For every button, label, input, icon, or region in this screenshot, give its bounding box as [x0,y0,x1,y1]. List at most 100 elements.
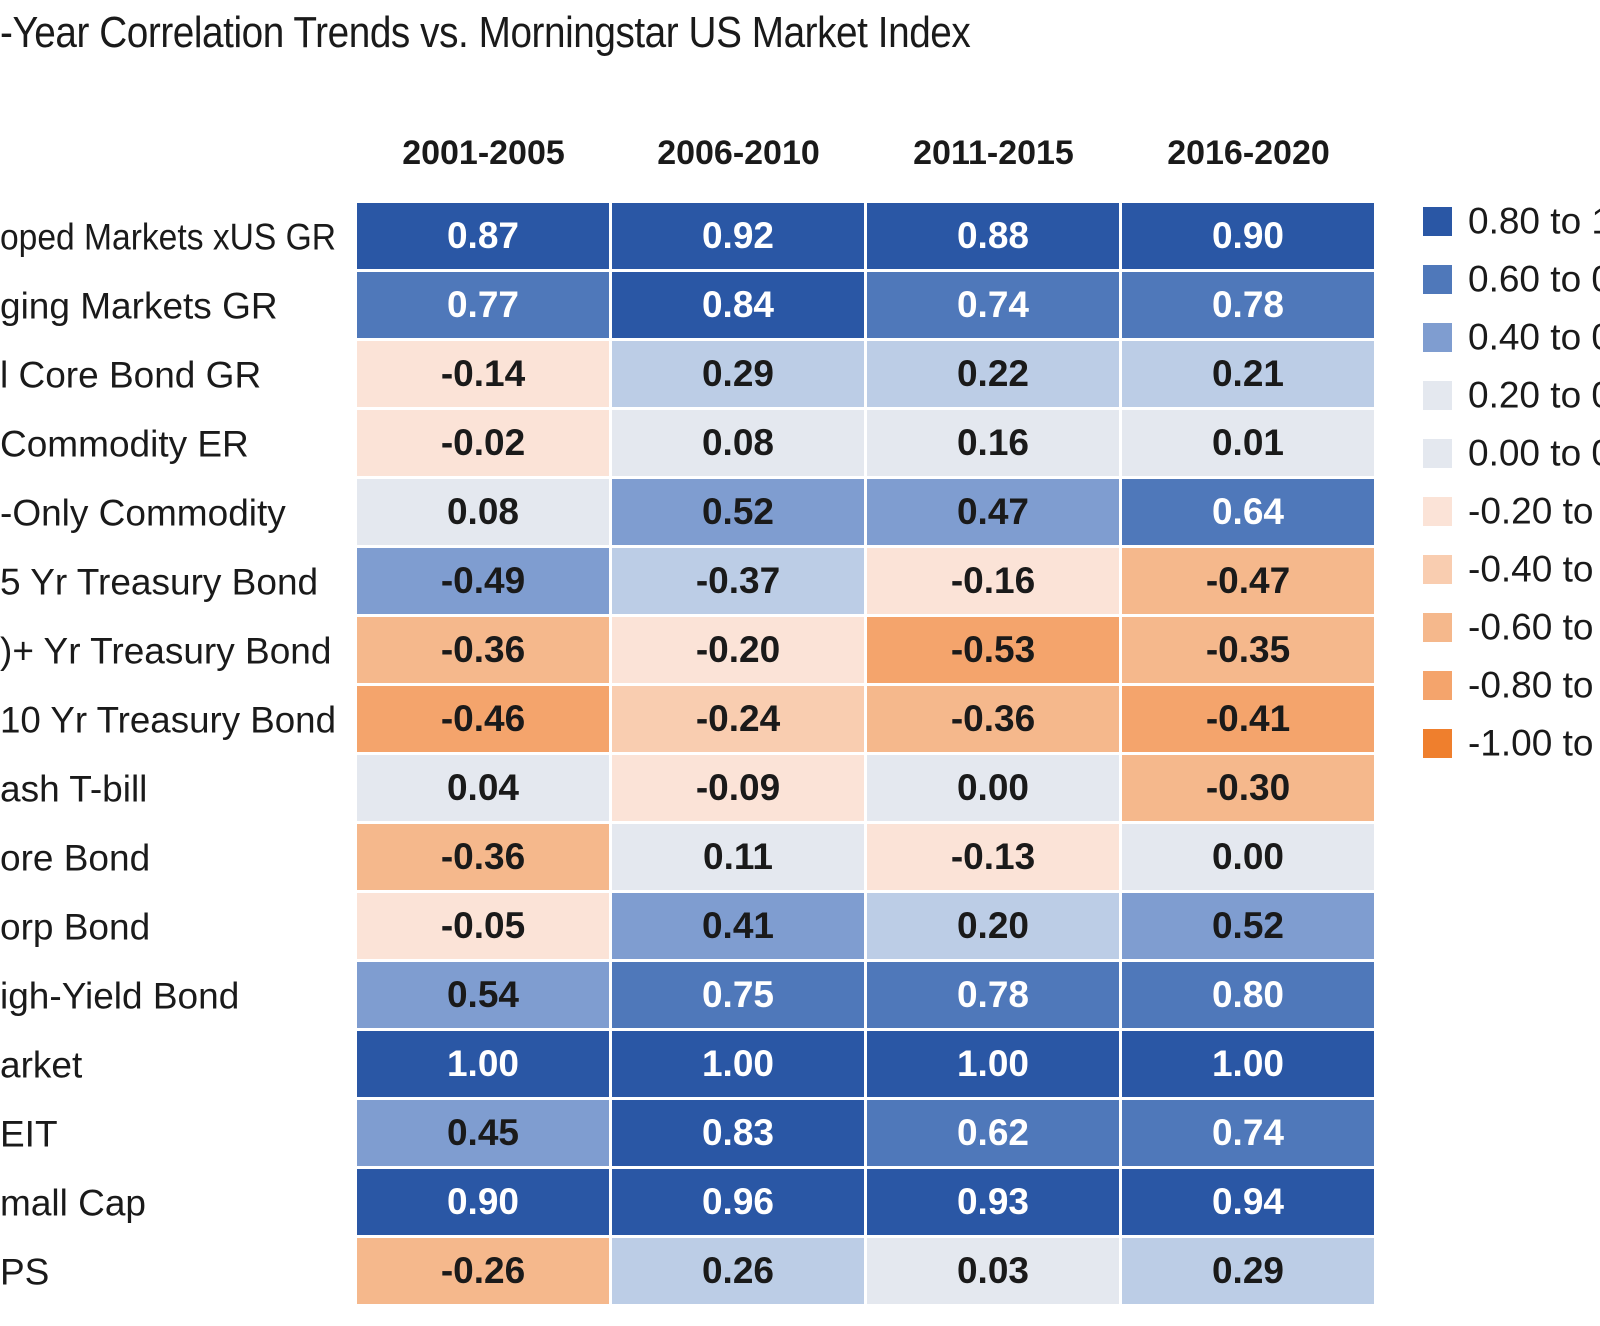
heatmap-cell [1122,824,1374,890]
heatmap-cell [867,617,1119,683]
heatmap-cell [357,410,609,476]
column-headers: 2001-2005 2006-2010 2011-2015 2016-2020 [402,134,1330,172]
cell-value: 0.75 [702,974,774,1015]
heatmap-cell [612,1169,864,1235]
cell-value: 0.62 [957,1112,1029,1153]
cell-value: 1.00 [1212,1043,1284,1084]
row-label: igh-Yield Bond [0,975,239,1016]
chart-title: -Year Correlation Trends vs. Morningstar… [0,8,971,57]
cell-value: -0.36 [951,698,1035,739]
cell-value: 0.47 [957,491,1029,532]
cell-value: -0.14 [441,353,526,394]
cell-value: 0.74 [1212,1112,1284,1153]
cell-value: 0.08 [447,491,519,532]
cell-value: 0.90 [1212,215,1284,256]
heatmap-cell [612,548,864,614]
heatmap-cell [357,272,609,338]
row-label: ore Bond [0,837,150,878]
cell-value: 0.41 [702,905,774,946]
cell-value: -0.37 [696,560,780,601]
heatmap-cell [612,1100,864,1166]
cell-value: 0.94 [1212,1181,1284,1222]
heatmap-cell [1122,410,1374,476]
cell-value: 0.16 [957,422,1029,463]
heatmap-cell [357,824,609,890]
heatmap-cell [1122,962,1374,1028]
legend-label: 0.40 to 0 [1468,316,1600,357]
legend-label: -0.60 to - [1468,606,1600,647]
column-header: 2016-2020 [1167,134,1330,172]
heatmap-cell [612,410,864,476]
cell-value: 1.00 [447,1043,519,1084]
cell-value: 0.74 [957,284,1029,325]
cell-value: -0.49 [441,560,525,601]
heatmap-cell [612,755,864,821]
legend-label: -1.00 to - [1468,722,1600,763]
cell-value: -0.09 [696,767,780,808]
row-label: ging Markets GR [0,285,278,326]
heatmap-cell [612,686,864,752]
heatmap-cell [867,203,1119,269]
heatmap-cell [867,479,1119,545]
heatmap-cell [1122,548,1374,614]
heatmap-cell [357,755,609,821]
heatmap-cell [867,686,1119,752]
cell-value: -0.53 [951,629,1035,670]
cell-value: 0.21 [1212,353,1284,394]
row-labels: oped Markets xUS GR ging Markets GR l Core… [0,216,336,1292]
cell-value: 0.96 [702,1181,774,1222]
legend-swatch [1423,439,1452,468]
cell-value: -0.16 [951,560,1035,601]
row-label: PS [0,1251,49,1292]
heatmap-cell [357,548,609,614]
legend-swatch [1423,207,1452,236]
cell-value: -0.47 [1206,560,1290,601]
heatmap-cell [1122,1169,1374,1235]
cell-value: 0.00 [1212,836,1284,877]
heatmap-cell [1122,686,1374,752]
legend-swatch [1423,265,1452,294]
heatmap-cell [1122,1031,1374,1097]
legend-swatch [1423,323,1452,352]
cell-value: -0.41 [1206,698,1290,739]
cell-value: 0.22 [957,353,1029,394]
heatmap-cell [357,617,609,683]
row-label: l Core Bond GR [0,354,261,395]
heatmap-cell [357,1169,609,1235]
cell-value: -0.36 [441,836,525,877]
heatmap-cell [612,617,864,683]
heatmap-cell [867,548,1119,614]
cell-value: 0.03 [957,1250,1029,1291]
cell-value: 0.90 [447,1181,519,1222]
heatmap-cell [612,1031,864,1097]
legend-swatch [1423,613,1452,642]
column-header: 2001-2005 [402,134,565,172]
heatmap-cell [612,1238,864,1304]
row-label: 10 Yr Treasury Bond [0,699,336,740]
heatmap-cell [1122,755,1374,821]
cell-value: 0.52 [702,491,774,532]
legend-label: 0.00 to 0 [1468,432,1600,473]
heatmap-cell [357,341,609,407]
cell-value: 0.84 [702,284,774,325]
heatmap-cell [612,272,864,338]
column-header: 2011-2015 [913,134,1074,172]
cell-value: 0.92 [702,215,774,256]
cell-value: 1.00 [702,1043,774,1084]
row-label: )+ Yr Treasury Bond [0,630,331,671]
cell-value: 0.01 [1212,422,1284,463]
heatmap-cell [612,893,864,959]
row-label: -Only Commodity [0,492,286,533]
heatmap-cell [867,1100,1119,1166]
heatmap-cell [612,203,864,269]
heatmap-cell [1122,1100,1374,1166]
legend-label: -0.20 to ( [1468,490,1600,531]
heatmap-cell [612,962,864,1028]
cell-value: 0.77 [447,284,519,325]
column-header: 2006-2010 [657,134,820,172]
heatmap-cell [357,962,609,1028]
legend-label: -0.40 to - [1468,548,1600,589]
heatmap-cell [867,962,1119,1028]
cell-value: 0.64 [1212,491,1284,532]
